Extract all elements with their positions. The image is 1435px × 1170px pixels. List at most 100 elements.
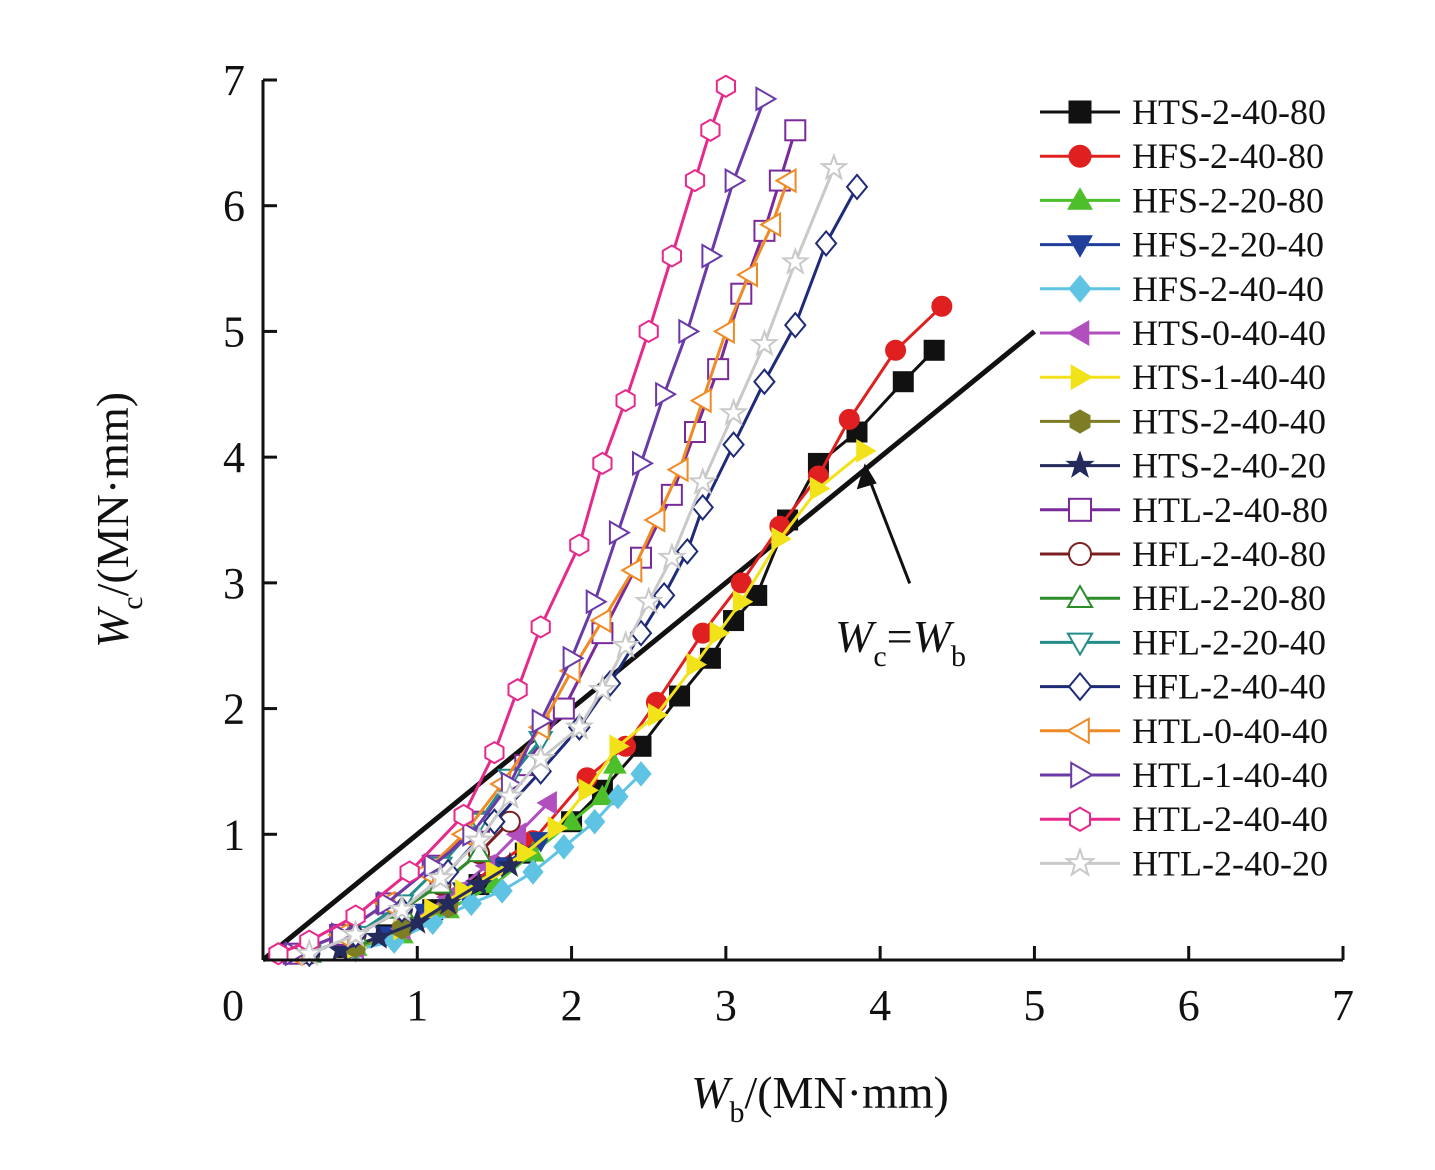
legend-marker — [1065, 716, 1090, 745]
data-point — [632, 450, 654, 477]
x-tick-label: 2 — [561, 981, 583, 1030]
legend-label: HFS-2-20-80 — [1132, 180, 1324, 220]
data-point — [809, 476, 831, 501]
data-point — [562, 645, 585, 672]
data-point — [484, 740, 505, 765]
data-point — [387, 894, 417, 923]
reference-line-arrow — [856, 463, 912, 584]
legend-label: HFL-2-40-80 — [1132, 534, 1326, 574]
data-point — [675, 537, 699, 565]
series-line — [308, 186, 859, 956]
legend-item: HTS-0-40-40 — [1040, 313, 1326, 353]
y-axis-title-unit: /(MN·mm) — [87, 392, 138, 596]
legend-label: HFS-2-20-40 — [1132, 225, 1324, 265]
data-point — [460, 890, 482, 917]
data-point — [377, 890, 400, 917]
data-point — [585, 588, 608, 615]
arrow-shaft — [867, 476, 912, 584]
ref-label-sub1: c — [873, 640, 886, 673]
legend-label: HTL-2-40-20 — [1132, 843, 1328, 883]
data-point — [819, 152, 849, 181]
data-point — [931, 295, 953, 317]
data-point — [584, 808, 606, 835]
data-point — [340, 919, 371, 948]
data-point — [638, 319, 659, 344]
legend-marker — [1070, 364, 1094, 391]
data-point — [712, 318, 735, 345]
axes-layer: 0 1 2 3 4 5 6 7 1 2 3 4 5 6 7 — [222, 56, 1354, 1030]
y-tick-label: 2 — [223, 685, 245, 734]
data-point — [553, 834, 575, 860]
data-point — [496, 851, 524, 878]
legend-item: HFL-2-40-40 — [1040, 667, 1326, 707]
data-point — [686, 652, 707, 677]
data-point — [453, 803, 474, 828]
legend-label: HTS-1-40-40 — [1132, 357, 1326, 397]
series-HFL-2-40-40 — [297, 173, 869, 968]
y-tick-label: 7 — [223, 56, 245, 105]
legend-item: HFL-2-20-80 — [1040, 578, 1326, 618]
legend-marker — [1068, 100, 1092, 124]
data-point — [856, 439, 877, 463]
data-point — [365, 923, 393, 949]
data-point — [530, 615, 551, 639]
legend-label: HFL-2-20-40 — [1132, 622, 1326, 662]
data-point — [689, 387, 712, 414]
x-tick-label: 0 — [222, 981, 244, 1030]
legend-item: HTL-2-40-80 — [1040, 490, 1328, 530]
data-point — [610, 630, 641, 659]
legend-marker — [1069, 806, 1091, 832]
y-tick-label: 5 — [223, 307, 245, 356]
data-point — [661, 244, 682, 268]
data-point — [608, 519, 631, 546]
data-point — [753, 368, 776, 396]
data-point — [536, 791, 557, 815]
data-point — [687, 466, 718, 495]
data-point — [771, 527, 792, 551]
data-point — [578, 778, 599, 803]
data-point — [633, 586, 664, 615]
data-point — [666, 456, 689, 483]
series-line — [293, 129, 797, 956]
data-point — [590, 784, 615, 806]
data-point — [655, 381, 678, 408]
data-point — [465, 870, 493, 896]
legend-label: HFS-2-40-40 — [1132, 269, 1324, 309]
y-tick-label: 6 — [223, 182, 245, 231]
legend-marker — [1067, 235, 1093, 258]
data-point — [732, 589, 754, 614]
legend-marker — [1066, 320, 1090, 346]
data-point — [564, 711, 595, 740]
legend-label: HTS-2-40-20 — [1132, 446, 1326, 486]
data-point — [434, 889, 462, 915]
data-point — [525, 743, 556, 772]
ref-label-eq: = — [887, 611, 913, 662]
data-point — [722, 431, 745, 459]
legend-label: HTS-2-40-80 — [1132, 92, 1326, 132]
y-axis-title-sub: c — [116, 596, 149, 609]
arrow-head — [856, 463, 877, 490]
data-point — [552, 697, 575, 720]
legend-label: HFS-2-40-80 — [1132, 136, 1324, 176]
data-point — [784, 119, 807, 142]
data-point — [678, 318, 701, 345]
legend-item: HFS-2-20-40 — [1040, 225, 1324, 265]
legend-item: HFL-2-40-80 — [1040, 534, 1326, 574]
data-point — [755, 86, 778, 112]
legend-marker — [1067, 671, 1093, 702]
series-line — [355, 772, 643, 952]
data-point — [700, 118, 721, 142]
legend-marker — [1069, 409, 1091, 434]
data-point — [522, 859, 544, 885]
data-point — [814, 229, 838, 257]
data-point — [845, 173, 869, 201]
data-point — [464, 825, 494, 854]
data-point — [587, 674, 618, 703]
data-point — [507, 678, 528, 702]
reference-line-label: Wc=Wb — [835, 611, 966, 673]
y-tick-label: 3 — [223, 559, 245, 608]
data-point — [838, 408, 860, 430]
series-line — [277, 85, 728, 956]
data-point — [684, 168, 706, 193]
data-point — [615, 388, 636, 413]
